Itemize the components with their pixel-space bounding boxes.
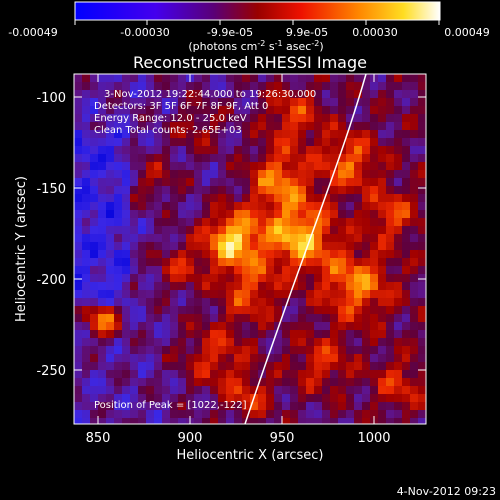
colorbar-tick-label: -9.9e-05 [207,26,253,39]
info-time-range: 3-Nov-2012 19:22:44.000 to 19:26:30.000 [104,89,316,100]
y-tick-label: -200 [36,273,66,288]
colorbar-tick-label: 9.9e-05 [286,26,328,39]
colorbar-units: (photons cm-2 s-1 asec-2) [188,39,323,53]
info-detectors: Detectors: 3F 5F 6F 7F 8F 9F, Att 0 [94,101,268,112]
info-peak-position: Position of Peak = [1022,-122] [94,400,247,411]
x-axis-label: Heliocentric X (arcsec) [177,448,324,463]
colorbar-tick-marks [74,20,440,25]
colorbar-tick-label: -0.00049 [8,26,57,39]
colorbar: -0.00049 -0.00030 -9.9e-05 9.9e-05 0.000… [8,1,490,53]
rhessi-image-map [74,74,426,424]
y-axis-label: Heliocentric Y (arcsec) [14,176,29,322]
colorbar-tick-label: -0.00030 [120,26,169,39]
footer-timestamp: 4-Nov-2012 09:23 [397,485,496,498]
plot-title: Reconstructed RHESSI Image [133,53,367,72]
image-info-overlay: 3-Nov-2012 19:22:44.000 to 19:26:30.000 … [94,89,316,411]
y-tick-label: -100 [36,91,66,106]
colorbar-tick-label: 0.00049 [444,26,490,39]
y-tick-label: -250 [36,364,66,379]
y-axis-ticks [74,96,426,371]
x-tick-label: 1000 [357,431,390,446]
y-tick-label: -150 [36,182,66,197]
x-axis-ticks [97,74,375,424]
solar-limb [244,74,367,424]
info-energy: Energy Range: 12.0 - 25.0 keV [94,113,247,124]
x-tick-label: 900 [178,431,203,446]
colorbar-tick-label: 0.00030 [352,26,398,39]
x-tick-label: 850 [86,431,111,446]
info-clean: Clean Total counts: 2.65E+03 [94,125,242,136]
x-tick-label: 950 [270,431,295,446]
colorbar-scale [74,1,441,21]
plot-frame [73,73,427,425]
